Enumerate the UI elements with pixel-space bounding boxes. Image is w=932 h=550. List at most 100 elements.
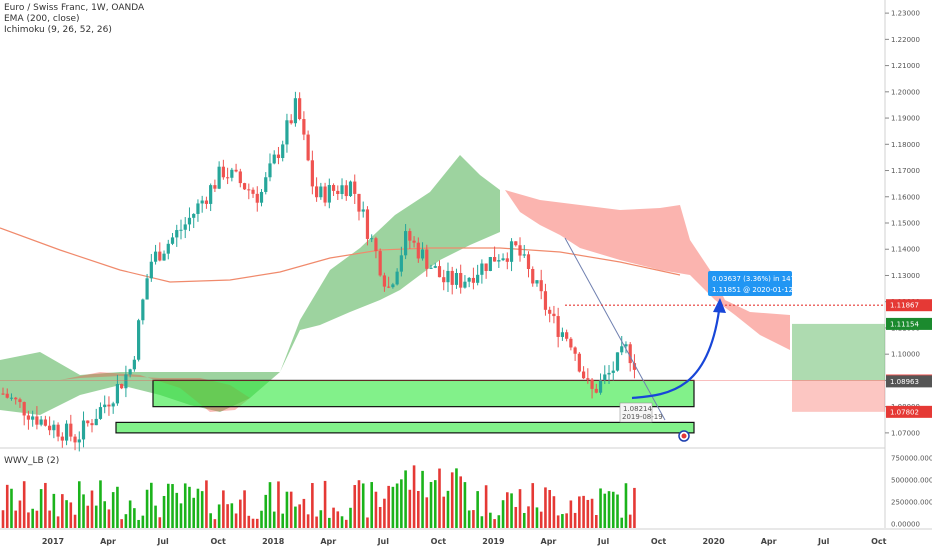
volume-bar xyxy=(128,500,132,528)
candle-body xyxy=(539,280,543,292)
candle-body xyxy=(556,316,560,337)
candle-body xyxy=(170,237,175,244)
candle-body xyxy=(251,189,255,194)
volume-bar xyxy=(90,490,94,528)
volume-bar xyxy=(501,500,505,528)
candle-body xyxy=(221,166,225,178)
volume-bar xyxy=(294,506,297,528)
volume-bar xyxy=(472,510,475,528)
volume-bar xyxy=(506,492,509,528)
candle-body xyxy=(94,418,98,426)
candle-body xyxy=(306,134,310,161)
volume-bar xyxy=(285,491,289,528)
volume-bar xyxy=(200,491,204,528)
candle-body xyxy=(209,185,213,204)
volume-bar xyxy=(141,515,145,528)
price-tag-label: 1.11154 xyxy=(890,320,919,328)
candle-body xyxy=(603,374,607,381)
candle-body xyxy=(497,260,501,262)
x-tick-label: Jul xyxy=(377,537,390,546)
volume-bar xyxy=(480,516,484,528)
candle-body xyxy=(153,251,158,262)
projection-arrow xyxy=(631,302,722,400)
candle-body xyxy=(272,154,276,164)
volume-bar xyxy=(298,504,301,528)
volume-bar xyxy=(56,516,60,528)
candle-body xyxy=(565,332,569,339)
volume-bar xyxy=(527,506,530,528)
volume-bar xyxy=(27,512,30,528)
candle-body xyxy=(145,278,149,300)
x-tick-label: 2019 xyxy=(482,537,505,546)
candle-body xyxy=(247,189,251,191)
candle-body xyxy=(39,419,43,425)
volume-bar xyxy=(476,491,479,528)
volume-bar xyxy=(69,502,73,528)
candle-body xyxy=(56,424,60,437)
volume-bar xyxy=(306,514,310,528)
volume-bar xyxy=(590,498,594,528)
volume-bar xyxy=(620,517,624,528)
x-tick-label: Jul xyxy=(156,537,169,546)
candle-body xyxy=(242,183,247,190)
candle-body xyxy=(399,255,403,272)
candle-body xyxy=(149,261,153,279)
candle-body xyxy=(611,370,615,373)
candle-body xyxy=(365,209,370,239)
candle-body xyxy=(370,238,374,240)
volume-bar xyxy=(120,519,123,528)
volume-bar xyxy=(421,470,424,528)
volume-bar xyxy=(124,514,128,528)
candle-body xyxy=(98,407,103,419)
candle-body xyxy=(353,181,357,194)
volume-bar xyxy=(133,508,136,528)
volume-bar xyxy=(417,491,420,528)
candle-body xyxy=(14,397,18,400)
volume-bar xyxy=(459,476,462,528)
symbol-title: Euro / Swiss Franc, 1W, OANDA xyxy=(4,3,145,13)
volume-bar xyxy=(425,497,429,528)
candle-body xyxy=(175,230,179,238)
volume-bar xyxy=(154,505,157,528)
volume-bar xyxy=(361,483,365,528)
candle-body xyxy=(340,185,344,195)
candle-body xyxy=(420,249,425,259)
candle-body xyxy=(137,320,141,360)
candle-body xyxy=(450,270,454,285)
volume-bar xyxy=(404,470,407,528)
volume-tick-label: 250000.00000 xyxy=(891,499,932,507)
volume-bar xyxy=(150,482,153,528)
volume-bar xyxy=(277,481,280,528)
candle-body xyxy=(22,402,26,416)
volume-bar xyxy=(531,483,535,528)
volume-bar xyxy=(52,493,56,528)
volume-bar xyxy=(467,510,471,528)
volume-bar xyxy=(455,468,458,528)
candle-body xyxy=(526,254,531,269)
y-tick-label: 1.07000 xyxy=(891,429,920,437)
candle-body xyxy=(327,185,331,203)
volume-bar xyxy=(48,510,51,528)
candle-body xyxy=(403,231,408,256)
low-label-box xyxy=(619,402,653,423)
candle-body xyxy=(213,185,217,189)
x-tick-label: Oct xyxy=(871,537,887,546)
volume-bar xyxy=(548,489,551,528)
candle-body xyxy=(552,313,556,317)
volume-bar xyxy=(412,465,416,528)
measure-tooltip-line2: 1.11851 @ 2020-01-12 xyxy=(712,286,793,294)
volume-bar xyxy=(18,500,22,528)
volume-bar xyxy=(162,495,166,528)
volume-bar xyxy=(311,483,314,528)
volume-bar xyxy=(544,487,547,528)
candle-body xyxy=(620,346,624,353)
candle-body xyxy=(319,186,323,198)
candle-body xyxy=(60,436,64,441)
y-tick-label: 1.16000 xyxy=(891,193,920,201)
volume-bar xyxy=(260,510,263,528)
candle-body xyxy=(315,186,319,198)
volume-bar xyxy=(255,518,259,528)
volume-bar xyxy=(484,485,488,528)
volume-bar xyxy=(247,515,251,528)
